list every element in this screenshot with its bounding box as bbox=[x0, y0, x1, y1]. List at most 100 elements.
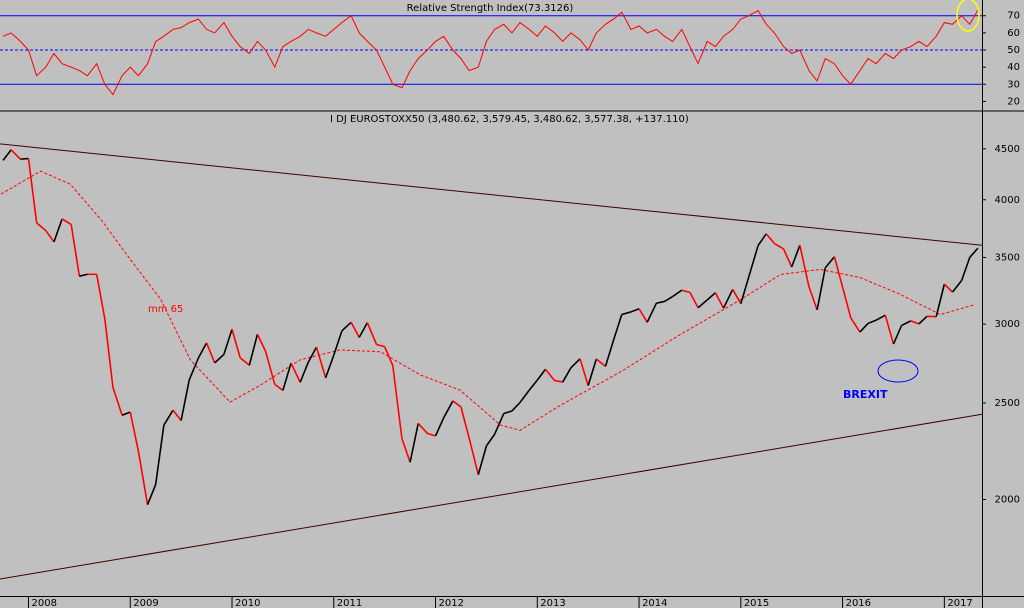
x-tick-label: 2009 bbox=[133, 598, 158, 608]
price-segment bbox=[562, 367, 572, 383]
price-segment bbox=[358, 322, 369, 338]
y-tick-label: 2500 bbox=[995, 398, 1020, 409]
price-segment bbox=[383, 346, 394, 366]
price-segment bbox=[765, 233, 776, 245]
price-segment bbox=[324, 354, 335, 379]
price-segment bbox=[757, 233, 767, 246]
price-segment bbox=[910, 320, 920, 325]
price-segment bbox=[901, 320, 912, 327]
price-segment bbox=[341, 321, 352, 332]
price-segment bbox=[239, 357, 250, 366]
highlight-ellipse bbox=[956, 0, 980, 32]
price-segment bbox=[460, 406, 470, 439]
price-segment bbox=[824, 256, 836, 269]
price-segment bbox=[689, 291, 699, 309]
price-segment bbox=[366, 322, 378, 345]
y-tick-label: 60 bbox=[1007, 28, 1020, 39]
price-segment bbox=[163, 409, 174, 426]
rsi-title: Relative Strength Index(73.3126) bbox=[407, 3, 574, 14]
price-segment bbox=[595, 358, 606, 367]
x-tick-label: 2016 bbox=[846, 598, 871, 608]
price-segment bbox=[808, 286, 818, 311]
price-segment bbox=[875, 314, 886, 321]
price-segment bbox=[664, 295, 674, 303]
price-segment bbox=[2, 149, 12, 161]
price-segment bbox=[841, 286, 852, 318]
price-segment bbox=[468, 437, 480, 475]
price-segment bbox=[544, 368, 556, 382]
price-segment bbox=[290, 362, 301, 383]
y-tick-label: 3500 bbox=[995, 253, 1020, 264]
price-segment bbox=[672, 289, 683, 298]
price-segment bbox=[27, 158, 38, 223]
price-segment bbox=[154, 425, 165, 485]
price-segment bbox=[197, 342, 208, 359]
price-segment bbox=[850, 317, 861, 333]
price-segment bbox=[833, 256, 844, 288]
price-segment bbox=[554, 379, 563, 383]
y-tick-label: 2000 bbox=[995, 495, 1020, 506]
price-segment bbox=[503, 410, 513, 415]
price-segment bbox=[638, 308, 648, 323]
price-segment bbox=[943, 283, 954, 293]
price-segment bbox=[223, 328, 233, 355]
price-segment bbox=[146, 484, 157, 506]
price-segment bbox=[188, 357, 200, 381]
price-segment bbox=[570, 358, 581, 369]
price-segment bbox=[859, 322, 869, 333]
price-segment bbox=[427, 432, 436, 437]
price-segment bbox=[20, 157, 29, 160]
y-tick-label: 70 bbox=[1007, 11, 1020, 22]
price-segment bbox=[53, 218, 63, 243]
x-tick-label: 2017 bbox=[947, 598, 972, 608]
price-segment bbox=[799, 245, 810, 288]
y-tick-label: 30 bbox=[1007, 79, 1020, 90]
y-tick-label: 50 bbox=[1007, 45, 1020, 56]
y-tick-label: 20 bbox=[1007, 96, 1020, 107]
y-tick-label: 4000 bbox=[995, 195, 1020, 206]
x-tick-label: 2015 bbox=[744, 598, 769, 608]
price-segment bbox=[417, 422, 428, 434]
price-segment bbox=[307, 346, 318, 363]
price-segment bbox=[121, 411, 131, 417]
price-segment bbox=[697, 299, 708, 309]
price-segment bbox=[79, 273, 88, 277]
price-segment bbox=[656, 300, 665, 304]
price-segment bbox=[129, 411, 140, 452]
price-segment bbox=[528, 379, 538, 391]
price-segment bbox=[773, 242, 784, 250]
price-segment bbox=[172, 409, 182, 421]
price-segment bbox=[205, 342, 216, 364]
price-segment bbox=[401, 438, 411, 463]
price-segment bbox=[706, 292, 716, 301]
price-segment bbox=[442, 400, 454, 419]
price-segment bbox=[511, 401, 521, 412]
price-segment bbox=[935, 283, 946, 317]
price-segment bbox=[137, 451, 149, 505]
price-segment bbox=[274, 383, 284, 392]
price-segment bbox=[646, 302, 658, 323]
x-tick-label: 2011 bbox=[337, 598, 362, 608]
price-segment bbox=[409, 423, 420, 463]
price-segment bbox=[731, 289, 742, 305]
price-segment bbox=[10, 149, 21, 160]
y-tick-label: 40 bbox=[1007, 62, 1020, 73]
price-segment bbox=[45, 230, 55, 243]
price-segment bbox=[70, 224, 81, 277]
y-tick-label: 3000 bbox=[995, 319, 1020, 330]
x-tick-label: 2013 bbox=[540, 598, 565, 608]
price-segment bbox=[477, 445, 488, 475]
price-segment bbox=[969, 247, 979, 258]
price-segment bbox=[621, 311, 632, 316]
x-tick-label: 2010 bbox=[235, 598, 260, 608]
price-segment bbox=[587, 358, 598, 386]
price-segment bbox=[722, 289, 734, 309]
price-segment bbox=[248, 334, 259, 366]
price-segment bbox=[748, 245, 759, 277]
price-segment bbox=[960, 257, 971, 281]
trendline bbox=[0, 143, 983, 246]
price-segment bbox=[299, 361, 310, 383]
price-segment bbox=[782, 248, 793, 268]
